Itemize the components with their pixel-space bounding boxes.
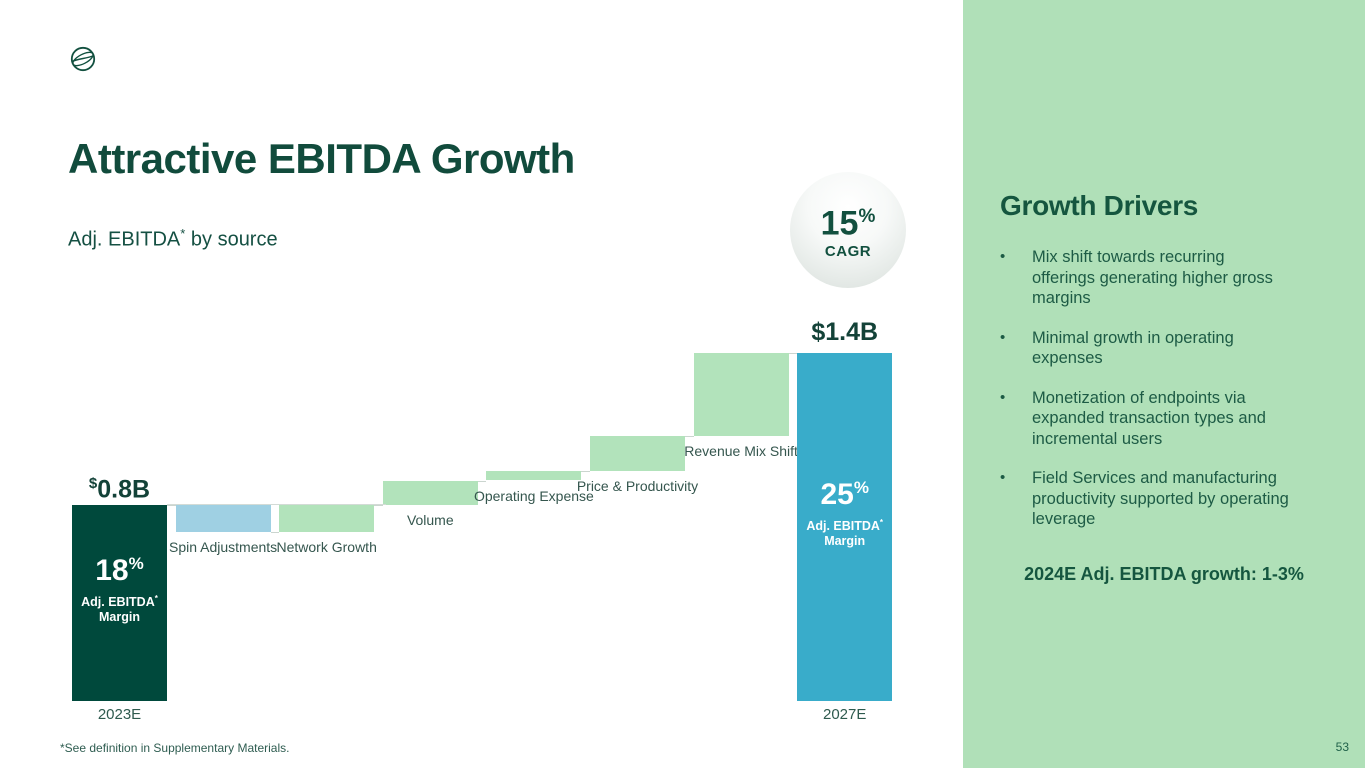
sidebar-heading: Growth Drivers — [1000, 190, 1199, 221]
bullet-icon: • — [1000, 328, 1006, 346]
waterfall-connector-2 — [374, 505, 383, 506]
margin-label: Adj. EBITDA* Margin — [806, 518, 884, 549]
percent-sign: % — [853, 478, 869, 498]
subtitle-text: Adj. EBITDA — [68, 228, 181, 251]
waterfall-connector-1 — [270, 531, 280, 533]
bullet-icon: • — [1000, 388, 1006, 406]
growth-driver-text: Monetization of endpoints via expanded t… — [1032, 388, 1266, 448]
margin-percent: 18% — [95, 554, 144, 587]
page-title: Attractive EBITDA Growth — [68, 135, 575, 182]
waterfall-axis-label-2023e: 2023E — [97, 706, 142, 723]
growth-driver-item-1: • Mix shift towards recurring offerings g… — [1000, 247, 1300, 309]
asterisk: * — [154, 594, 158, 603]
ebitda-growth-highlight: 2024E Adj. EBITDA growth: 1-3% — [1024, 564, 1304, 584]
waterfall-step-label-revenue-mix-shift: Revenue Mix Shift — [684, 443, 798, 460]
waterfall-start-level-line — [167, 504, 386, 505]
waterfall-step-label-volume: Volume — [406, 512, 454, 528]
waterfall-step-label-spin-adjustments: Spin Adjustments — [169, 538, 278, 555]
margin-percent: 25% — [820, 478, 869, 512]
waterfall-connector-0 — [167, 505, 176, 506]
waterfall-connector-6 — [788, 353, 798, 355]
waterfall-connector-4 — [581, 470, 590, 472]
ebitda-waterfall-chart: 18% Adj. EBITDA* Margin $0.8B 2023E Spin Adju… — [72, 318, 893, 723]
growth-drivers-list: • Mix shift towards recurring offerings g… — [1000, 247, 1300, 549]
currency-sign: $ — [88, 475, 98, 492]
growth-drivers-sidebar: Growth Drivers • Mix shift towards recurr… — [963, 0, 1365, 768]
waterfall-bar-volume — [382, 480, 478, 505]
waterfall-connector-5 — [685, 436, 694, 438]
page-number: 53 — [1335, 740, 1349, 754]
bullet-icon: • — [1000, 469, 1006, 486]
waterfall-margin-2027e: 25% Adj. EBITDA* Margin — [797, 471, 892, 549]
bullet-icon: • — [1000, 248, 1006, 265]
subtitle-asterisk: * — [180, 226, 186, 241]
growth-driver-text: Field Services and manufacturing product… — [1032, 469, 1289, 528]
company-globe-logo-icon — [70, 46, 96, 72]
waterfall-axis-label-2027e: 2027E — [823, 706, 867, 723]
waterfall-step-label-network-growth: Network Growth — [276, 538, 377, 555]
waterfall-value-label-2027e: $1.4B — [811, 318, 879, 347]
cagr-badge: 15% CAGR — [790, 172, 906, 288]
margin-label: Adj. EBITDA* Margin — [81, 594, 158, 625]
waterfall-value-label-2023e: $0.8B — [88, 475, 151, 504]
waterfall-connector-3 — [477, 480, 487, 482]
cagr-percent-sign: % — [858, 205, 876, 227]
waterfall-bar-operating-expense — [486, 470, 582, 481]
growth-driver-item-4: • Field Services and manufacturing produc… — [1000, 468, 1300, 530]
footnote: *See definition in Supplementary Materia… — [60, 741, 290, 755]
waterfall-step-label-price-productivity: Price & Productivity — [576, 477, 699, 494]
growth-driver-text: Minimal growth in operating expenses — [1032, 328, 1234, 368]
chart-subtitle: Adj. EBITDA* by source — [68, 226, 278, 252]
waterfall-bar-2023e: 18% Adj. EBITDA* Margin — [72, 505, 167, 701]
cagr-number: 15 — [820, 204, 859, 243]
asterisk: * — [879, 518, 884, 528]
waterfall-bar-spin-adjustments — [175, 505, 271, 532]
waterfall-bar-revenue-mix-shift — [693, 353, 789, 437]
waterfall-margin-2023e: 18% Adj. EBITDA* Margin — [72, 547, 167, 625]
growth-driver-item-2: • Minimal growth in operating expenses — [1000, 328, 1300, 369]
waterfall-bar-price-productivity — [590, 436, 685, 471]
waterfall-bar-network-growth — [279, 505, 375, 532]
waterfall-step-label-operating-expense: Operating Expense — [473, 487, 594, 504]
subtitle-text-2: by source — [185, 228, 278, 251]
growth-driver-item-3: • Monetization of endpoints via expanded … — [1000, 388, 1300, 450]
growth-driver-text: Mix shift towards recurring offerings ge… — [1032, 248, 1273, 307]
cagr-label: CAGR — [824, 243, 872, 261]
cagr-value: 15% — [821, 200, 876, 240]
waterfall-bar-2027e: 25% Adj. EBITDA* Margin — [797, 353, 893, 701]
percent-sign: % — [128, 554, 144, 573]
